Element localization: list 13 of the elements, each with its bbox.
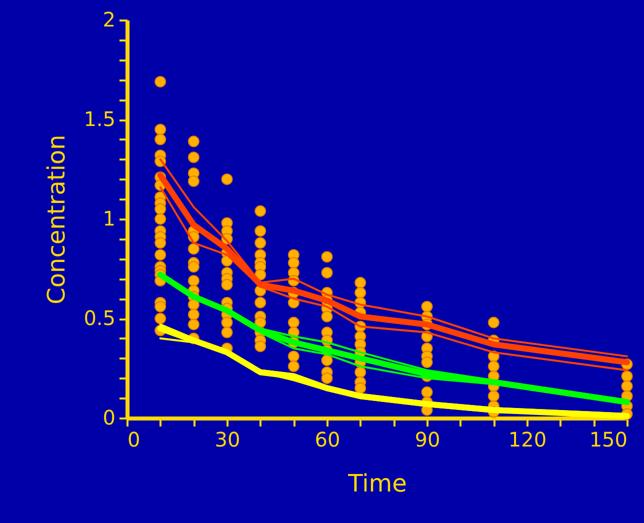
x-axis-title: Time	[347, 470, 407, 498]
y-axis-title: Concentration	[42, 134, 71, 304]
y-tick-label: 1.5	[84, 107, 116, 131]
x-tick-label: 30	[214, 428, 240, 452]
y-tick-label: 2	[102, 8, 116, 32]
x-tick-label: 60	[314, 428, 340, 452]
y-tick-label: 1	[102, 206, 116, 230]
y-tick-label: 0	[102, 406, 116, 430]
x-tick-label: 120	[508, 428, 547, 452]
x-tick-label: 0	[128, 428, 140, 452]
x-tick-label: 90	[414, 428, 440, 452]
y-tick-label: 0.5	[84, 306, 116, 330]
x-tick-label: 150	[589, 428, 628, 452]
